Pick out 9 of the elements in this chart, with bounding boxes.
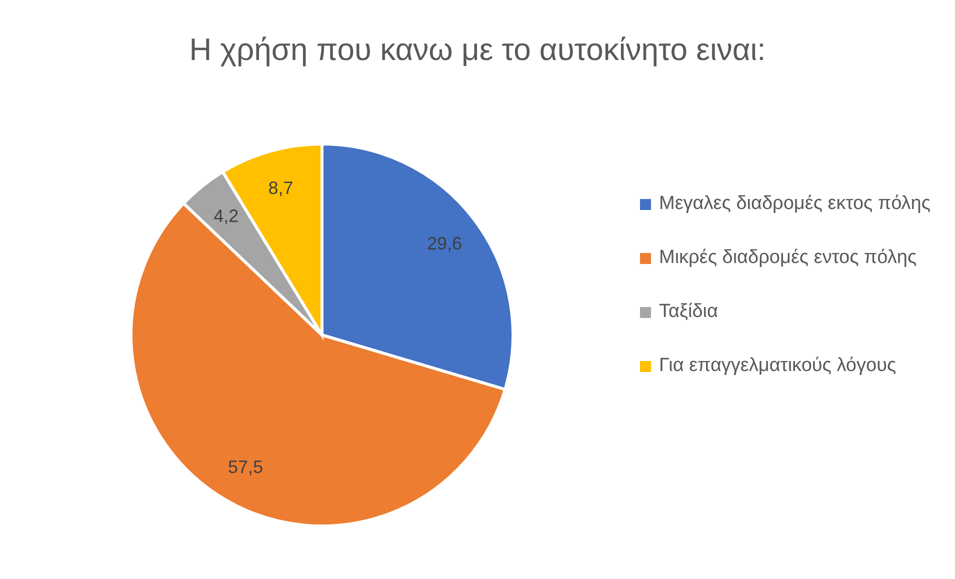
data-label: 57,5 — [228, 457, 263, 478]
data-label: 4,2 — [214, 206, 239, 226]
legend-label: Μεγαλες διαδρομές εκτος πόλης — [659, 192, 931, 216]
legend-label: Για επαγγελματικούς λόγους — [659, 354, 896, 378]
legend-label: Μικρές διαδρομές εντος πόλης — [659, 246, 917, 270]
data-label: 8,7 — [268, 178, 294, 198]
data-label: 29,6 — [426, 234, 462, 254]
chart-title: Η χρήση που κανω με το αυτοκίνητο ειναι: — [188, 32, 767, 68]
legend-label: Ταξίδια — [659, 300, 718, 324]
